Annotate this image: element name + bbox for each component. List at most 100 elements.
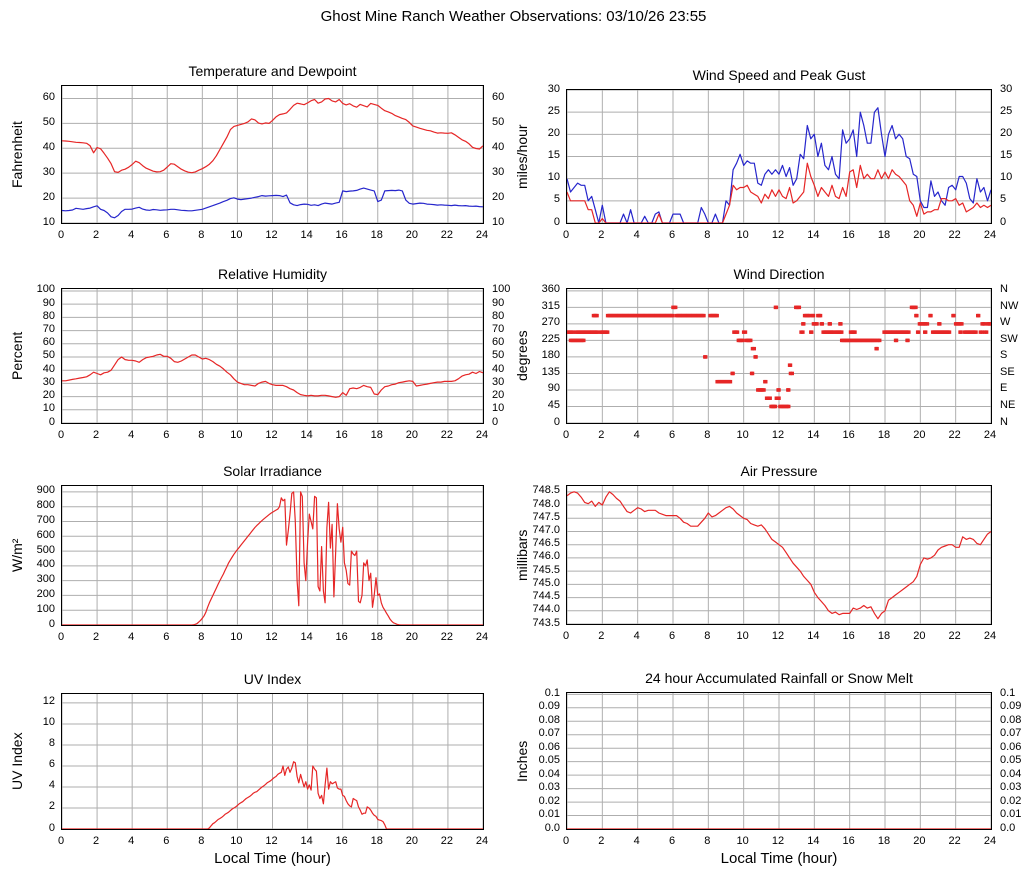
y-tick-label: 0	[48, 821, 55, 834]
x-tick-label: 16	[842, 229, 855, 241]
y-tick-label: 10	[42, 716, 55, 729]
y-tick-label-right: 0.01	[1000, 808, 1022, 821]
x-tick-label: 6	[163, 631, 170, 643]
y-tick-label: 20	[42, 389, 55, 402]
y-tick-label-right: 0.06	[1000, 740, 1022, 753]
x-tick-label: 4	[128, 631, 135, 643]
plot-area-solar	[61, 485, 484, 626]
x-tick-label: 0	[562, 229, 570, 241]
y-tick-label: 747.0	[532, 523, 560, 536]
y-tick-label: 100	[36, 602, 55, 615]
y-tick-label: 10	[42, 402, 55, 415]
x-tick-label: 6	[668, 429, 676, 441]
plot-area-uv	[61, 693, 484, 830]
x-tick-label: 14	[300, 229, 313, 241]
chart-rainfall: 24 hour Accumulated Rainfall or Snow Mel…	[514, 670, 1021, 867]
x-tick-label: 6	[163, 429, 170, 441]
y-tick-label-right: 10	[492, 402, 505, 415]
y-tick-label-right: NW	[1000, 299, 1019, 312]
y-tick-label-right: 50	[492, 115, 505, 128]
x-tick-label: 6	[163, 835, 170, 847]
x-tick-label: 24	[983, 835, 997, 847]
y-tick-label: 50	[42, 115, 55, 128]
y-tick-label-right: SW	[1000, 332, 1018, 345]
y-tick-label: 0	[48, 415, 55, 428]
y-tick-label-right: 80	[492, 309, 505, 322]
y-tick-label: 0.05	[538, 754, 560, 767]
x-tick-label: 2	[598, 630, 605, 642]
x-tick-label: 10	[230, 229, 243, 241]
chart-title: 24 hour Accumulated Rainfall or Snow Mel…	[645, 670, 913, 686]
x-tick-label: 2	[93, 229, 100, 241]
y-tick-label: 315	[541, 299, 560, 312]
y-tick-label: 25	[547, 104, 560, 117]
y-tick-label-right: 10	[1000, 171, 1013, 184]
y-tick-label: 200	[36, 587, 55, 600]
x-tick-label: 4	[128, 229, 135, 241]
x-tick-label: 22	[440, 229, 454, 241]
y-tick-label-right: 5	[1000, 193, 1007, 206]
y-tick-label: 0.1	[544, 686, 560, 699]
y-axis-label: Fahrenheit	[9, 121, 25, 188]
y-tick-label: 500	[36, 543, 55, 556]
x-tick-label: 4	[128, 429, 135, 441]
x-tick-label: 22	[948, 229, 961, 241]
y-tick-label: 0.08	[538, 713, 560, 726]
x-tick-label: 10	[230, 429, 243, 441]
y-tick-label: 90	[42, 296, 55, 309]
y-tick-label-right: 60	[492, 336, 505, 349]
y-tick-label: 300	[36, 573, 55, 586]
x-axis-label: Local Time (hour)	[720, 850, 838, 867]
x-tick-label: 2	[598, 835, 605, 847]
x-tick-label: 10	[736, 429, 749, 441]
x-tick-label: 14	[300, 631, 313, 643]
y-tick-label: 0.06	[538, 740, 560, 753]
y-tick-label: 30	[547, 82, 560, 95]
plot-area-wind-speed	[566, 89, 992, 224]
y-tick-label: 744.0	[532, 603, 560, 616]
y-tick-label: 4	[48, 779, 55, 792]
y-tick-label: 743.5	[532, 616, 560, 629]
chart-title: Temperature and Dewpoint	[188, 63, 357, 79]
y-tick-label-right: 40	[492, 362, 505, 375]
x-tick-label: 4	[633, 429, 640, 441]
y-tick-label: 5	[553, 193, 560, 206]
x-tick-label: 16	[335, 229, 348, 241]
y-tick-label: 15	[547, 149, 560, 161]
x-tick-label: 16	[842, 429, 855, 441]
y-tick-label: 0.07	[538, 727, 560, 740]
x-tick-label: 4	[633, 229, 640, 241]
y-tick-label: 0.03	[538, 781, 560, 794]
y-tick-label-right: 60	[492, 90, 505, 103]
y-tick-label: 600	[36, 528, 55, 541]
y-tick-label-right: SE	[1000, 365, 1015, 378]
page-header: Ghost Mine Ranch Weather Observations: 0…	[0, 8, 1027, 25]
y-tick-label: 0	[553, 415, 560, 428]
x-tick-label: 14	[807, 229, 820, 241]
y-tick-label-right: 70	[492, 323, 505, 336]
x-tick-label: 18	[370, 631, 383, 643]
plot-area-wind-direction	[566, 288, 992, 424]
x-tick-label: 12	[771, 630, 785, 642]
x-tick-label: 2	[598, 229, 605, 241]
y-tick-label: 60	[42, 90, 55, 103]
y-tick-label: 745.5	[532, 563, 560, 576]
y-tick-label: 745.0	[532, 576, 560, 589]
y-tick-label: 700	[36, 513, 55, 526]
y-tick-label-right: 20	[1000, 126, 1013, 139]
y-tick-label: 0.02	[538, 794, 560, 807]
x-tick-label: 6	[668, 229, 676, 241]
x-tick-label: 12	[265, 229, 278, 241]
y-tick-label-right: N	[1000, 415, 1008, 428]
plot-area-pressure	[566, 485, 992, 625]
x-tick-label: 0	[562, 630, 570, 642]
y-tick-label: 8	[48, 737, 55, 750]
chart-title: Wind Direction	[733, 266, 825, 282]
x-tick-label: 14	[300, 429, 313, 441]
y-tick-label: 20	[42, 190, 55, 203]
x-tick-label: 6	[668, 835, 676, 847]
x-tick-label: 14	[807, 429, 820, 441]
x-tick-label: 2	[93, 835, 100, 847]
y-tick-label-right: 0	[492, 415, 499, 428]
